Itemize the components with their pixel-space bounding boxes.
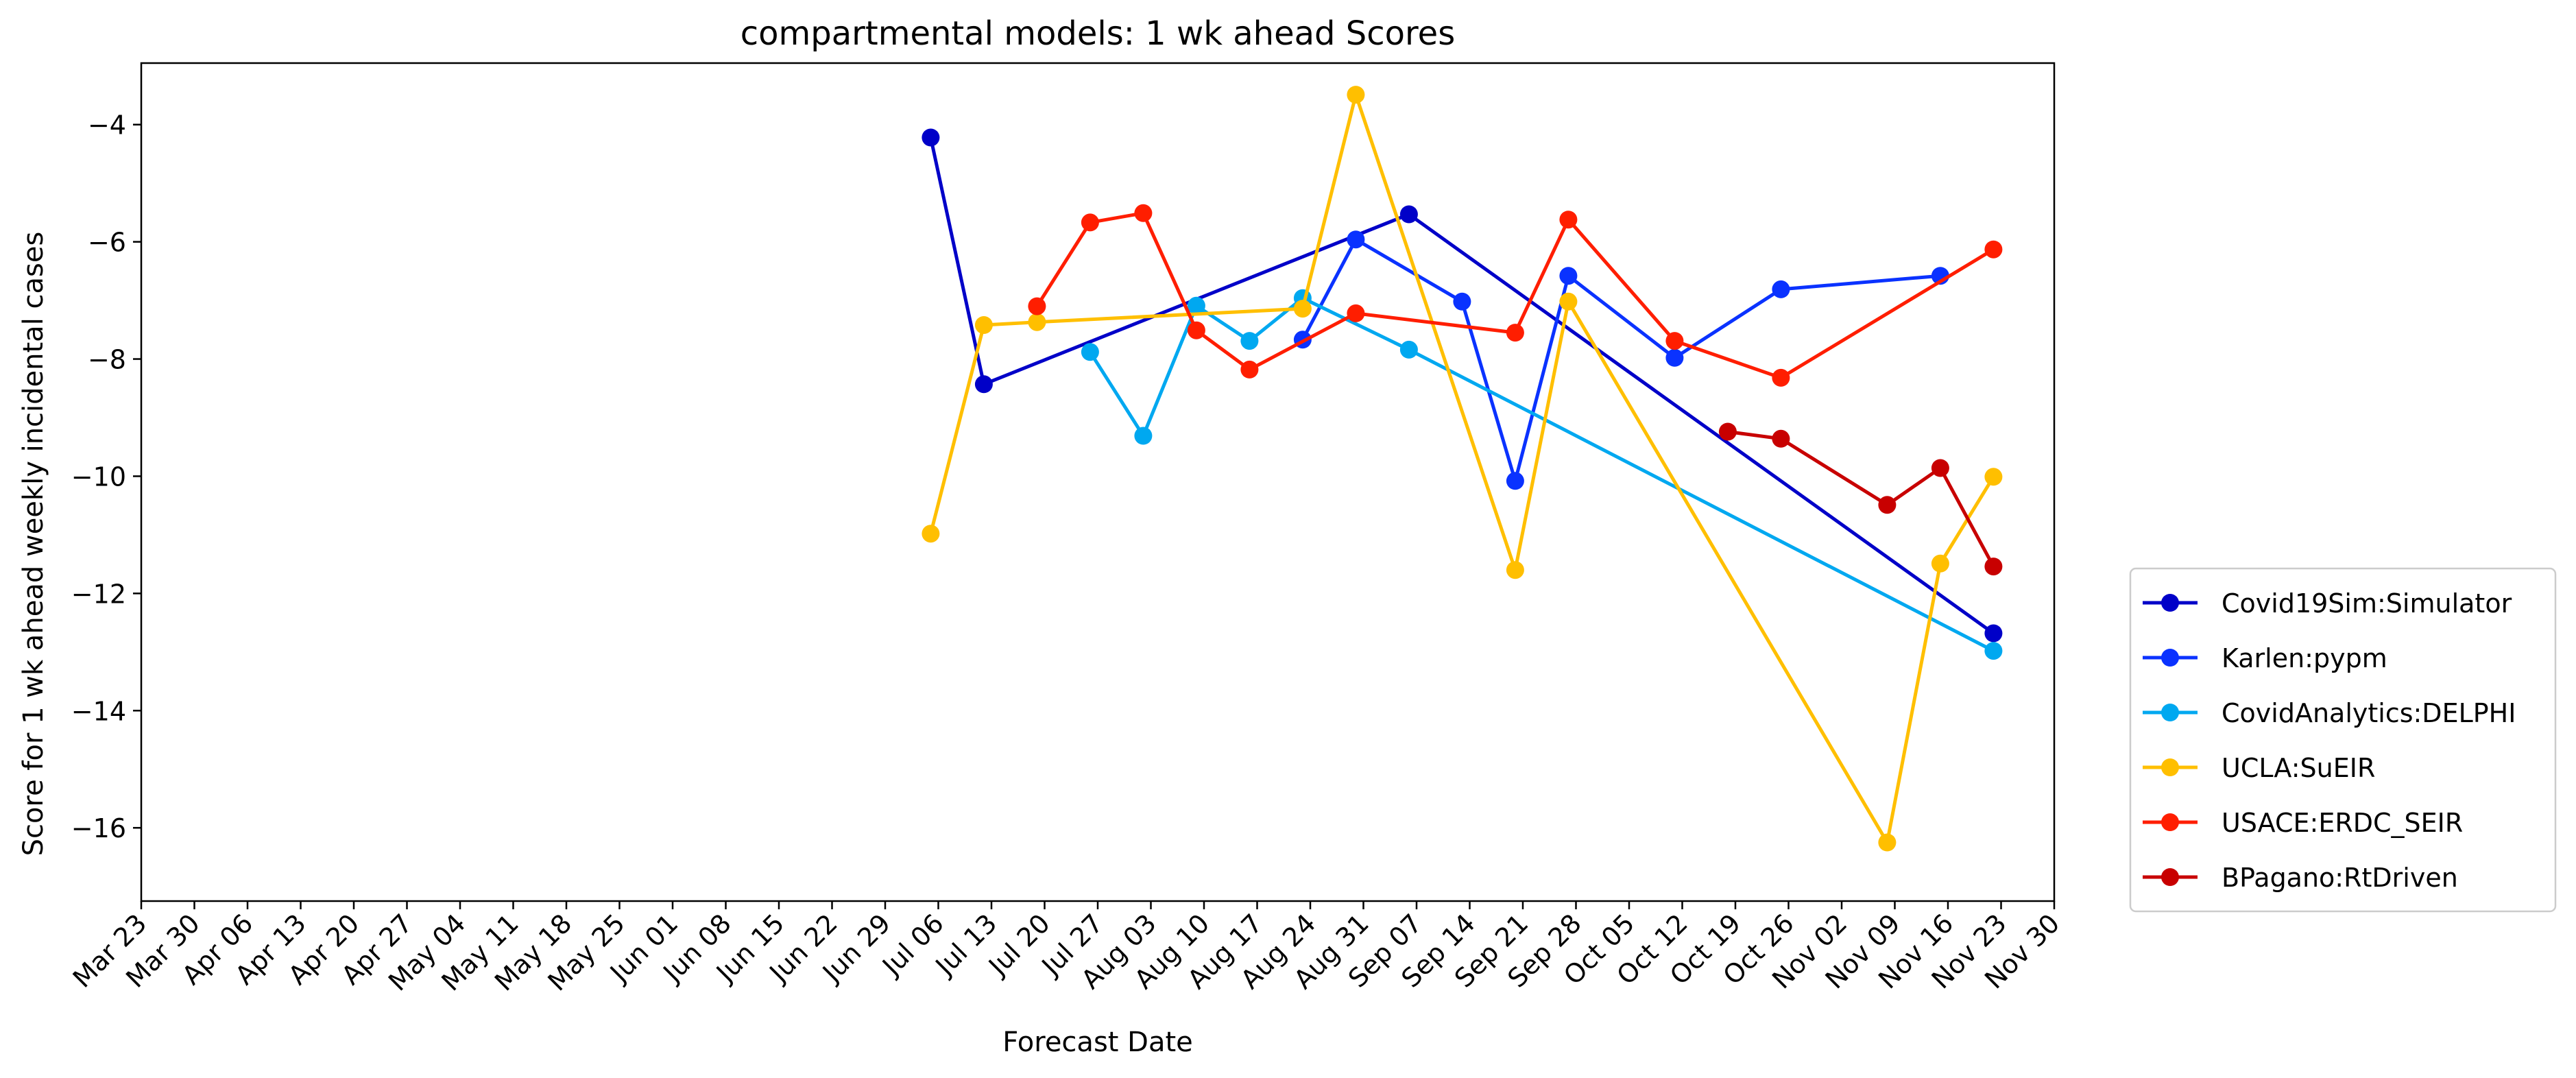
data-point bbox=[922, 128, 940, 147]
data-point bbox=[1984, 240, 2003, 259]
series-4 bbox=[1028, 204, 2003, 387]
legend-label: UCLA:SuEIR bbox=[2222, 753, 2375, 783]
y-axis-label: Score for 1 wk ahead weekly incidental c… bbox=[18, 232, 49, 857]
series-line bbox=[1301, 237, 1942, 483]
legend-label: Covid19Sim:Simulator bbox=[2222, 588, 2512, 619]
data-point bbox=[974, 375, 993, 394]
legend-item: CovidAnalytics:DELPHI bbox=[2143, 698, 2516, 728]
data-point bbox=[1347, 304, 1365, 322]
data-point bbox=[1134, 204, 1153, 222]
data-point bbox=[1559, 211, 1578, 229]
data-point bbox=[1931, 459, 1949, 477]
legend-marker bbox=[2161, 649, 2179, 667]
data-point bbox=[1134, 427, 1153, 445]
data-point bbox=[1559, 267, 1578, 285]
legend-marker bbox=[2161, 704, 2179, 721]
legend-label: Karlen:pypm bbox=[2222, 643, 2387, 673]
y-tick-label: −4 bbox=[88, 110, 126, 141]
legend-marker bbox=[2161, 868, 2179, 886]
data-point bbox=[1665, 332, 1684, 350]
data-point bbox=[1347, 230, 1365, 249]
legend-item: Karlen:pypm bbox=[2143, 643, 2387, 673]
data-point bbox=[1187, 296, 1205, 315]
legend-item: Covid19Sim:Simulator bbox=[2143, 588, 2512, 619]
y-tick-label: −16 bbox=[71, 813, 126, 843]
legend-marker bbox=[2161, 758, 2179, 776]
series-5 bbox=[1718, 422, 2003, 576]
data-point bbox=[1347, 86, 1365, 104]
legend-label: BPagano:RtDriven bbox=[2222, 863, 2458, 893]
data-point bbox=[1772, 280, 1790, 298]
y-tick-label: −14 bbox=[71, 696, 126, 726]
data-point bbox=[1878, 833, 1897, 852]
data-point bbox=[1240, 360, 1259, 379]
legend-item: UCLA:SuEIR bbox=[2143, 753, 2375, 783]
data-point bbox=[1293, 300, 1312, 318]
legend-item: USACE:ERDC_SEIR bbox=[2143, 808, 2463, 838]
data-point bbox=[1878, 496, 1897, 514]
legend-label: CovidAnalytics:DELPHI bbox=[2222, 698, 2516, 728]
legend-label: USACE:ERDC_SEIR bbox=[2222, 808, 2463, 838]
y-tick-label: −8 bbox=[88, 345, 126, 375]
series-line bbox=[928, 93, 1995, 844]
legend-frame bbox=[2129, 567, 2557, 913]
legend-item: BPagano:RtDriven bbox=[2143, 863, 2458, 893]
y-tick-label: −12 bbox=[71, 579, 126, 609]
data-point bbox=[1772, 429, 1790, 448]
data-point bbox=[1506, 561, 1524, 579]
y-tick-label: −6 bbox=[88, 228, 126, 258]
data-point bbox=[1506, 472, 1524, 490]
data-point bbox=[1028, 313, 1046, 331]
data-point bbox=[922, 525, 940, 543]
data-point bbox=[1665, 348, 1684, 367]
data-point bbox=[1984, 624, 2003, 643]
data-point bbox=[1187, 321, 1205, 339]
data-point bbox=[1081, 213, 1099, 232]
data-point bbox=[1931, 554, 1949, 573]
chart-title: compartmental models: 1 wk ahead Scores bbox=[741, 14, 1455, 53]
data-point bbox=[1081, 343, 1099, 361]
data-point bbox=[1453, 292, 1471, 311]
data-point bbox=[1984, 468, 2003, 486]
legend-marker bbox=[2161, 813, 2179, 831]
data-point bbox=[1506, 324, 1524, 342]
data-point bbox=[1028, 297, 1046, 315]
series-3 bbox=[922, 86, 2003, 852]
y-tick-label: −10 bbox=[71, 462, 126, 492]
data-point bbox=[1984, 642, 2003, 660]
data-point bbox=[1559, 292, 1578, 311]
data-point bbox=[1984, 558, 2003, 576]
data-point bbox=[1772, 368, 1790, 387]
x-axis-label: Forecast Date bbox=[1002, 1027, 1193, 1058]
legend: Covid19Sim:Simulator Karlen:pypm CovidAnal… bbox=[2129, 567, 2557, 913]
legend-marker bbox=[2161, 594, 2179, 612]
data-point bbox=[1240, 332, 1259, 350]
data-point bbox=[974, 316, 993, 334]
data-point bbox=[1399, 340, 1418, 359]
plot-area bbox=[922, 86, 2003, 852]
data-point bbox=[1718, 422, 1737, 441]
data-point bbox=[1399, 205, 1418, 224]
